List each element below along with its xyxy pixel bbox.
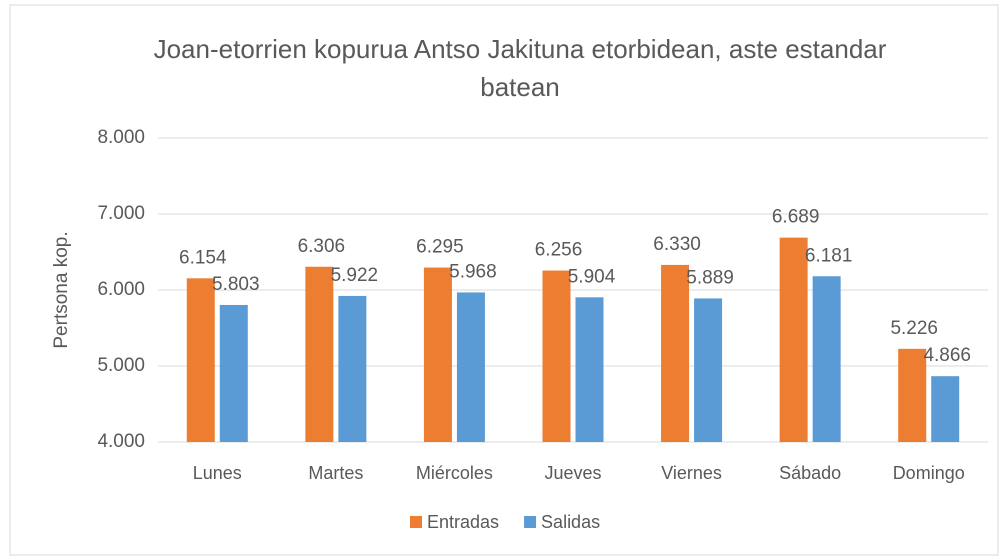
- data-label: 5.922: [331, 265, 379, 286]
- chart-title: Joan-etorrien kopurua Antso Jakituna eto…: [153, 34, 887, 102]
- legend-label: Entradas: [427, 512, 499, 532]
- data-label: 5.968: [449, 261, 497, 282]
- bar: [186, 278, 215, 442]
- bar: [542, 270, 571, 442]
- legend-swatch: [524, 516, 537, 528]
- data-label: 5.803: [212, 274, 260, 295]
- data-label: 6.256: [535, 240, 583, 261]
- bar: [898, 348, 927, 442]
- data-label: 5.889: [686, 267, 734, 288]
- data-label: 6.154: [179, 247, 227, 268]
- bar: [305, 266, 334, 442]
- bar: [812, 276, 841, 442]
- data-label: 6.689: [772, 207, 820, 228]
- bar: [456, 292, 485, 442]
- data-label: 4.866: [923, 345, 971, 366]
- data-label: 6.295: [416, 237, 464, 258]
- x-tick-label: Sábado: [779, 463, 841, 483]
- x-tick-label: Miércoles: [416, 463, 493, 483]
- y-tick-label: 6.000: [97, 279, 145, 300]
- data-label: 6.181: [805, 245, 853, 266]
- legend-label: Salidas: [541, 512, 600, 532]
- bar: [338, 295, 367, 442]
- x-tick-label: Jueves: [544, 463, 601, 483]
- y-tick-label: 5.000: [97, 355, 145, 376]
- data-label: 6.306: [298, 236, 346, 257]
- bar: [694, 298, 723, 442]
- bar: [219, 304, 248, 442]
- x-tick-label: Martes: [308, 463, 363, 483]
- bar: [931, 376, 960, 442]
- data-label: 6.330: [653, 234, 701, 255]
- data-label: 5.904: [568, 266, 616, 287]
- x-tick-label: Domingo: [893, 463, 965, 483]
- x-tick-label: Lunes: [193, 463, 242, 483]
- y-axis-label: Pertsona kop.: [51, 231, 72, 348]
- y-tick-label: 7.000: [97, 203, 145, 224]
- bar: [423, 267, 452, 442]
- bar: [575, 297, 604, 442]
- y-tick-label: 8.000: [97, 127, 145, 148]
- bar: [661, 264, 690, 442]
- legend-swatch: [410, 516, 422, 528]
- bar: [779, 237, 808, 442]
- y-tick-label: 4.000: [97, 431, 145, 452]
- x-tick-label: Viernes: [661, 463, 722, 483]
- data-label: 5.226: [890, 318, 938, 339]
